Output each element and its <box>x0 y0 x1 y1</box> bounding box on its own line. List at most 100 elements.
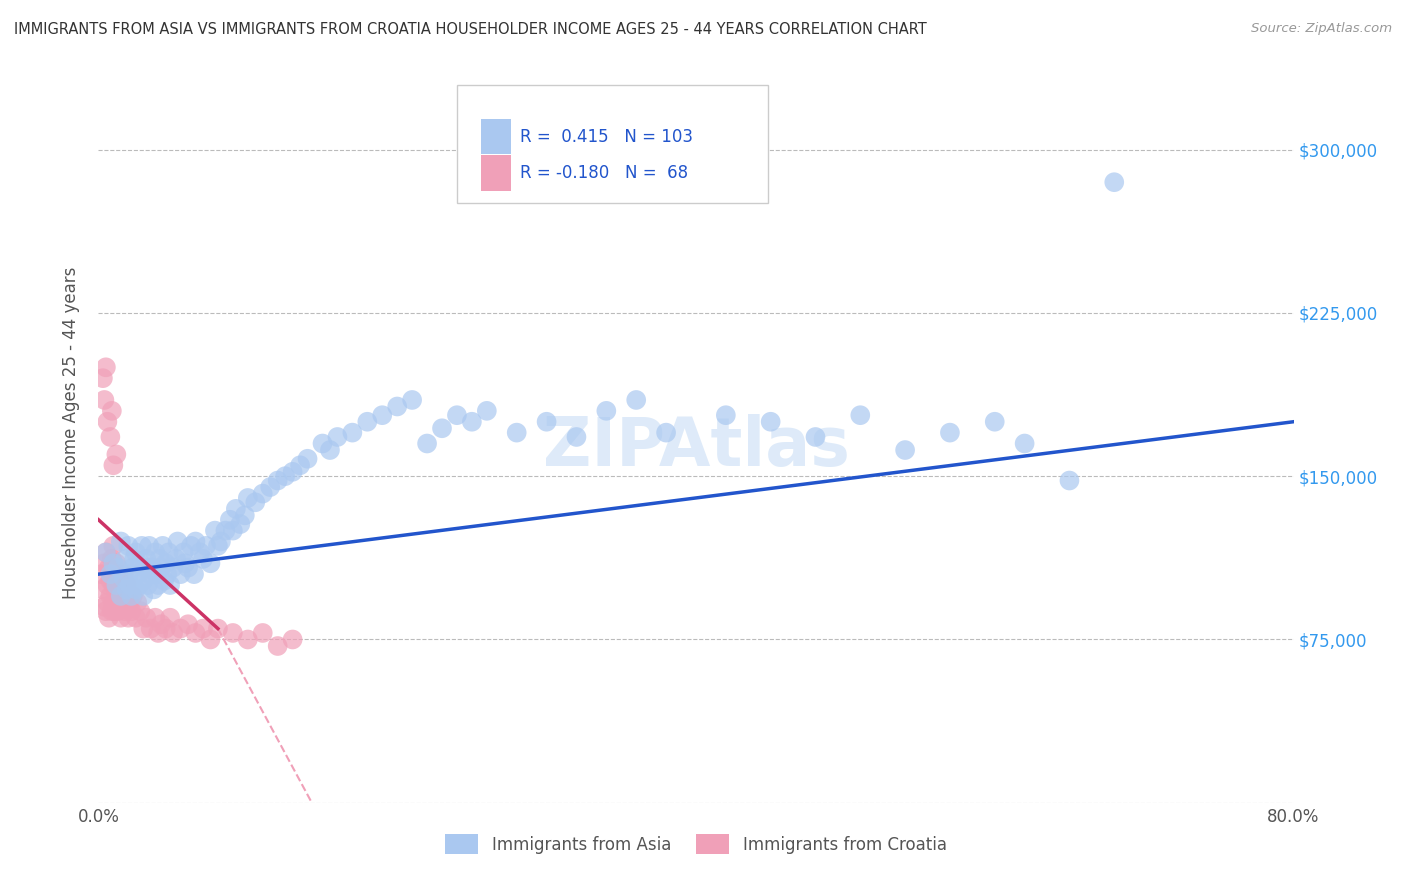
Point <box>129 604 152 618</box>
Point <box>98 430 122 444</box>
Point <box>143 610 166 624</box>
Point <box>233 508 256 523</box>
Point <box>108 567 131 582</box>
Point <box>222 524 245 538</box>
Point <box>112 572 135 586</box>
Point <box>136 578 159 592</box>
Point <box>110 582 132 597</box>
Point <box>132 574 155 588</box>
Point <box>90 567 112 582</box>
Point <box>96 595 118 609</box>
Point <box>97 560 120 574</box>
FancyBboxPatch shape <box>457 85 768 203</box>
Point <box>191 622 214 636</box>
Point <box>162 560 184 574</box>
Point <box>135 610 157 624</box>
Point <box>94 545 117 559</box>
Point <box>118 595 141 609</box>
Point <box>114 552 136 566</box>
Point <box>430 421 453 435</box>
Point <box>311 436 333 450</box>
Point <box>356 415 378 429</box>
Point <box>129 556 152 570</box>
Point <box>110 610 132 624</box>
Point <box>259 480 281 494</box>
Point <box>714 408 737 422</box>
Point <box>124 552 146 566</box>
Text: ZIPAtlas: ZIPAtlas <box>543 415 849 481</box>
Point <box>207 622 229 636</box>
Point <box>446 408 468 422</box>
Point <box>1104 175 1126 189</box>
Point <box>103 539 125 553</box>
Point <box>121 560 143 574</box>
Point <box>319 443 342 458</box>
Point <box>114 604 136 618</box>
Point <box>132 622 155 636</box>
Point <box>125 545 148 559</box>
Point <box>91 582 114 597</box>
Point <box>371 408 394 422</box>
Point <box>984 415 1007 429</box>
Point <box>297 451 319 466</box>
Point <box>132 589 155 603</box>
Point <box>166 534 188 549</box>
Point <box>274 469 297 483</box>
Point <box>152 539 174 553</box>
Point <box>180 539 202 553</box>
Point <box>267 639 290 653</box>
Point <box>177 560 200 574</box>
Point <box>157 545 180 559</box>
Point <box>94 604 117 618</box>
Point <box>188 545 211 559</box>
Point <box>117 539 139 553</box>
Y-axis label: Householder Income Ages 25 - 44 years: Householder Income Ages 25 - 44 years <box>62 267 80 599</box>
Point <box>169 567 191 582</box>
Point <box>174 556 197 570</box>
Point <box>153 574 176 588</box>
Point <box>159 610 181 624</box>
Text: IMMIGRANTS FROM ASIA VS IMMIGRANTS FROM CROATIA HOUSEHOLDER INCOME AGES 25 - 44 : IMMIGRANTS FROM ASIA VS IMMIGRANTS FROM … <box>14 22 927 37</box>
Point <box>326 430 349 444</box>
Point <box>97 610 120 624</box>
Point <box>103 556 125 570</box>
Point <box>107 578 129 592</box>
Point <box>93 392 115 407</box>
Point <box>200 556 222 570</box>
Point <box>385 400 409 414</box>
Point <box>101 404 124 418</box>
Point <box>94 545 117 559</box>
Point <box>225 501 247 516</box>
Point <box>138 539 160 553</box>
Point <box>135 552 157 566</box>
Point <box>131 539 153 553</box>
Point <box>475 404 498 418</box>
Point <box>98 589 122 603</box>
Point <box>804 430 827 444</box>
Point <box>125 610 148 624</box>
Point <box>139 622 162 636</box>
Point <box>94 360 117 375</box>
Point <box>139 567 162 582</box>
Point <box>595 404 617 418</box>
Point <box>125 582 148 597</box>
Point <box>288 458 311 473</box>
Point <box>121 589 143 603</box>
Point <box>939 425 962 440</box>
Point <box>105 578 128 592</box>
Point <box>165 552 187 566</box>
Point <box>149 552 172 566</box>
Point <box>416 436 439 450</box>
Point <box>101 604 124 618</box>
Point <box>105 556 128 570</box>
Point <box>96 415 118 429</box>
Point <box>120 604 142 618</box>
Point <box>169 622 191 636</box>
Point <box>894 443 917 458</box>
Point <box>112 567 135 582</box>
Point <box>159 578 181 592</box>
Point <box>114 589 136 603</box>
Point <box>142 582 165 597</box>
Point <box>565 430 588 444</box>
Point <box>91 371 114 385</box>
